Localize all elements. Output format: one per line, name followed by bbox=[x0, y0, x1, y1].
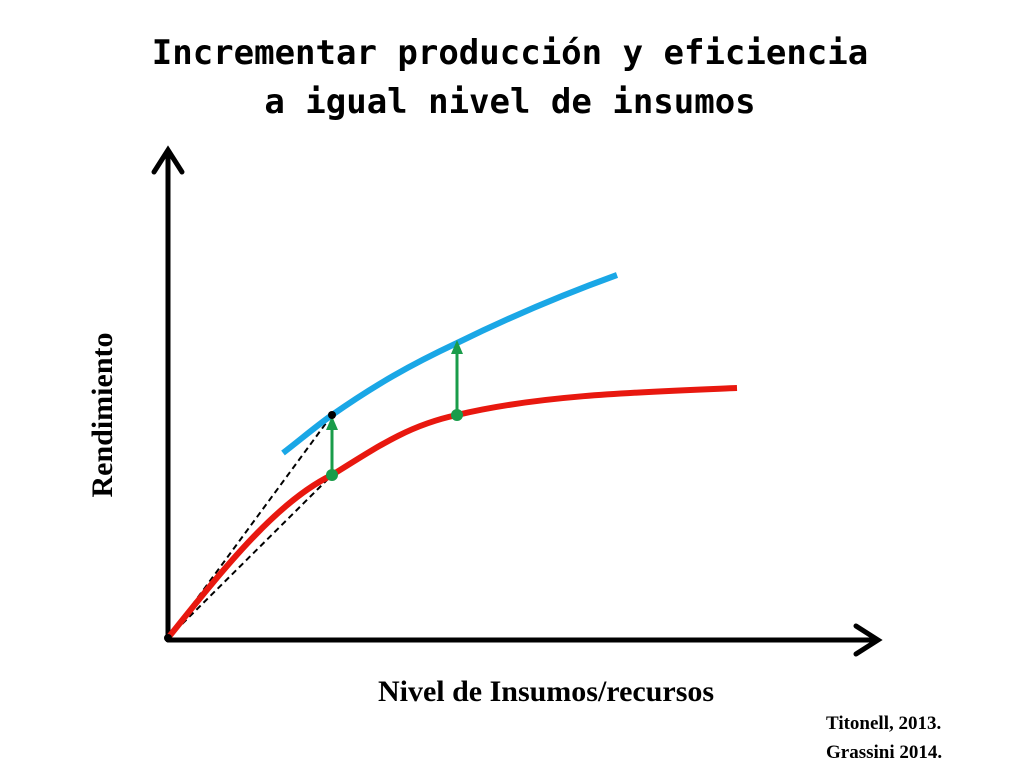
origin bbox=[164, 634, 172, 642]
dashed-line bbox=[167, 474, 333, 639]
point bbox=[451, 409, 463, 421]
y-arrowhead bbox=[151, 145, 185, 175]
y-axis-label: Rendimiento bbox=[86, 333, 119, 498]
point bbox=[328, 411, 336, 419]
x-axis-label: Nivel de Insumos/recursos bbox=[378, 675, 714, 708]
citation: Grassini 2014. bbox=[826, 742, 942, 763]
base-curve bbox=[165, 385, 738, 640]
dashed-line bbox=[167, 414, 333, 639]
arrow-head bbox=[326, 416, 338, 430]
axes bbox=[151, 145, 883, 657]
title-line: Incrementar producción y eficiencia bbox=[152, 33, 868, 73]
citation: Titonell, 2013. bbox=[826, 713, 941, 734]
improved-curve bbox=[281, 272, 619, 456]
x-arrowhead bbox=[853, 623, 883, 657]
efficiency-lines bbox=[167, 414, 333, 639]
improvement-arrows bbox=[326, 340, 463, 481]
arrow-head bbox=[451, 340, 463, 354]
title-line: a igual nivel de insumos bbox=[264, 82, 755, 122]
point bbox=[326, 469, 338, 481]
